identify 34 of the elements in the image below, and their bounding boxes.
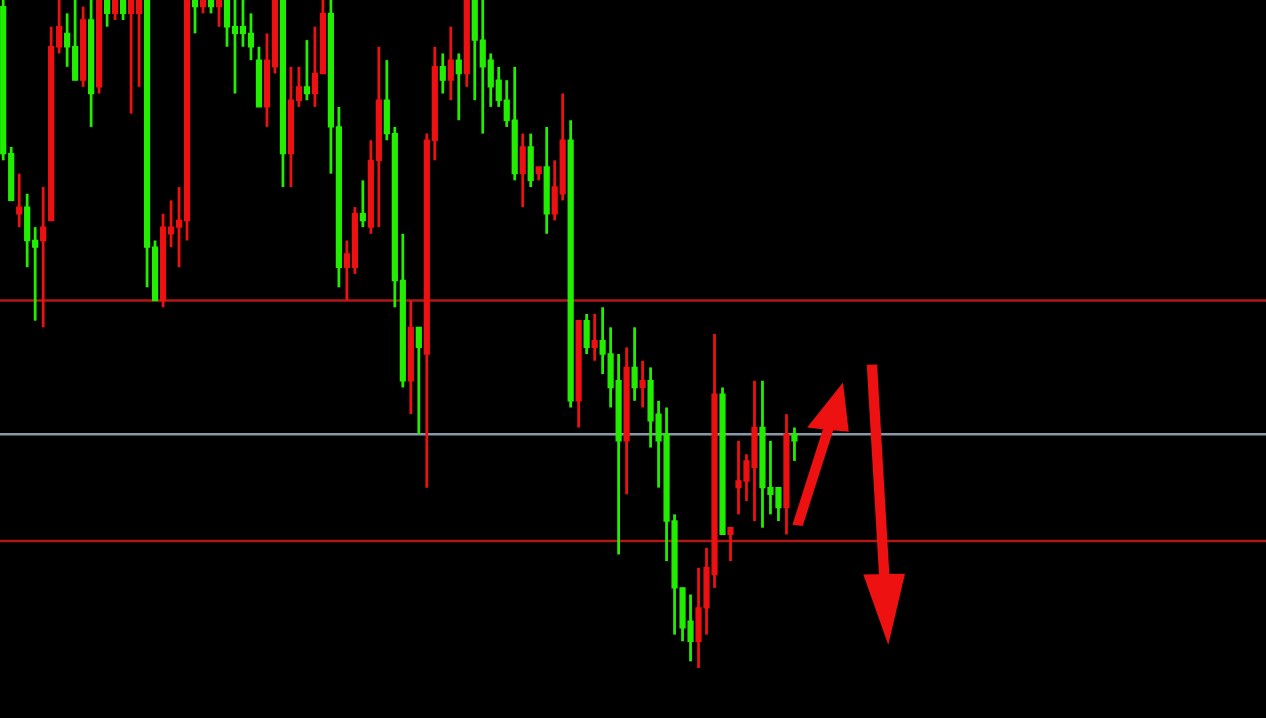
candlestick [591, 312, 598, 363]
candlestick [527, 132, 534, 189]
candlestick [303, 38, 311, 102]
candlestick [479, 0, 486, 135]
candlestick [239, 0, 247, 49]
candlestick [631, 325, 638, 403]
candlestick [127, 0, 135, 115]
candlestick [104, 0, 111, 29]
candlestick [727, 526, 734, 563]
candlestick [223, 0, 231, 49]
candlestick [439, 52, 446, 95]
candlestick [543, 125, 550, 236]
candlestick [255, 45, 263, 109]
candlestick [72, 0, 79, 82]
candlestick [687, 593, 694, 663]
candlestick [119, 0, 127, 22]
candlestick [24, 192, 31, 269]
candlestick [415, 325, 422, 436]
candlestick [791, 426, 798, 463]
candlestick [447, 25, 454, 102]
candlestick [16, 172, 23, 229]
candlestick [231, 0, 239, 95]
candlestick [519, 132, 526, 209]
candlestick [135, 0, 143, 89]
candlestick [735, 439, 742, 516]
candlestick [247, 11, 255, 62]
candlestick [583, 312, 590, 356]
candlestick [215, 0, 223, 29]
candlestick [455, 52, 462, 122]
candlestick [359, 178, 366, 229]
candlestick [191, 0, 199, 35]
candlestick [639, 359, 646, 409]
candlestick [111, 0, 119, 22]
candlestick [751, 379, 758, 523]
